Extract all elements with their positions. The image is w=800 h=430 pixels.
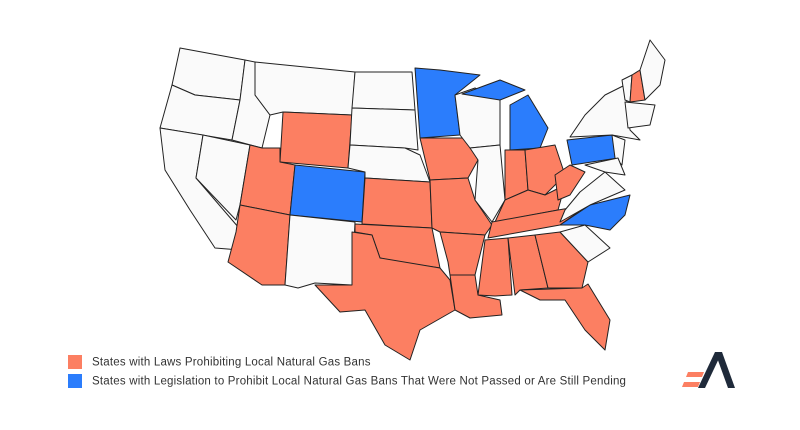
state [429, 177, 493, 236]
state [279, 111, 353, 169]
state [439, 231, 486, 276]
state [349, 107, 419, 151]
state [314, 231, 456, 361]
state [477, 237, 513, 297]
legend-swatch [68, 374, 82, 388]
state [534, 231, 589, 289]
legend: States with Laws Prohibiting Local Natur… [68, 355, 626, 388]
state [611, 134, 626, 166]
logo [682, 352, 735, 388]
state [524, 144, 566, 196]
us-map [159, 39, 666, 361]
state [507, 234, 549, 296]
state [624, 101, 656, 129]
state [195, 134, 251, 221]
state [639, 39, 666, 101]
legend-swatch [68, 355, 82, 369]
state [361, 177, 433, 229]
state [584, 157, 626, 176]
state [461, 79, 526, 101]
legend-label: States with Legislation to Prohibit Loca… [92, 376, 626, 388]
state [419, 137, 479, 181]
state [449, 274, 503, 319]
state [351, 71, 416, 111]
state [559, 171, 626, 223]
state [254, 61, 356, 116]
state [519, 283, 611, 351]
state [509, 94, 549, 151]
state [559, 224, 611, 263]
state [554, 164, 586, 201]
state [289, 164, 366, 223]
legend-label: States with Laws Prohibiting Local Natur… [92, 357, 371, 369]
state [487, 204, 589, 239]
state [284, 214, 356, 289]
